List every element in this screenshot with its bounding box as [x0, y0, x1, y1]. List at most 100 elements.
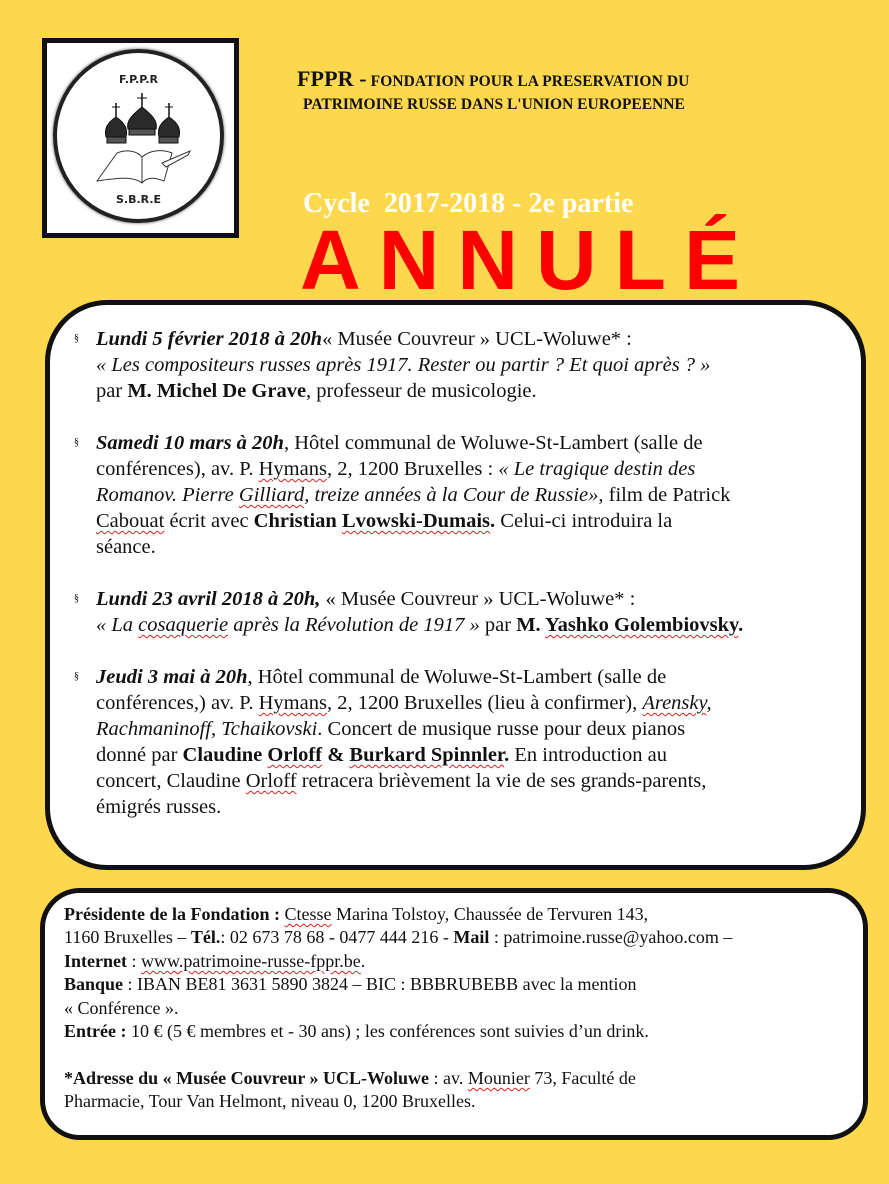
text-line: Jeudi 3 mai à 20h, Hôtel communal de Wol… [96, 664, 743, 690]
text-line [64, 1043, 732, 1066]
text-line: Samedi 10 mars à 20h, Hôtel communal de … [96, 430, 743, 456]
text-run: Entrée : [64, 1021, 127, 1042]
text-run: « Musée Couvreur » UCL-Woluwe* : [322, 328, 632, 350]
text-run: . [360, 950, 366, 971]
text-run: Marina Tolstoy, Chaussée de Tervuren 143… [331, 904, 649, 924]
text-run: Lundi 5 février 2018 à 20h [96, 328, 323, 350]
logo-emblem: F.P.P.R S.B.R.E [53, 49, 224, 223]
text-run: Tél. [190, 927, 221, 948]
text-run: Orloff [267, 744, 323, 766]
text-run: séance. [96, 536, 156, 558]
text-run: Pharmacie, Tour Van Helmont, niveau 0, 1… [64, 1091, 476, 1112]
text-line: « Conférence ». [64, 997, 732, 1020]
text-run: En introduction au [509, 744, 667, 766]
church-domes-book-icon [95, 93, 192, 184]
text-run: émigrés russes. [96, 796, 222, 818]
text-run: Hymans [258, 692, 327, 714]
text-run [64, 1044, 69, 1064]
text-run: www.patrimoine-russe-fppr.be [141, 950, 361, 971]
text-run: par [96, 380, 128, 402]
text-run: : av. [429, 1067, 468, 1088]
logo: F.P.P.R S.B.R.E [42, 38, 239, 238]
text-run: , treize années à la Cour de Russie» [304, 484, 599, 506]
header-line-2: PATRIMOINE RUSSE DANS L'UNION EUROPEENNE [303, 96, 685, 113]
text-run: M. [516, 614, 546, 636]
text-line: Internet : www.patrimoine-russe-fppr.be. [64, 950, 732, 973]
text-run: Christian [253, 510, 342, 532]
text-run: Claudine [182, 744, 268, 766]
text-line: donné par Claudine Orloff & Burkard Spin… [96, 742, 743, 768]
text-line: Lundi 5 février 2018 à 20h« Musée Couvre… [96, 326, 743, 352]
text-line: Banque : IBAN BE81 3631 5890 3824 – BIC … [64, 973, 732, 996]
text-run: Internet [64, 950, 127, 971]
event-item: § Samedi 10 mars à 20h, Hôtel communal de… [74, 430, 743, 560]
cancelled-stamp: ANNULÉ [300, 213, 758, 307]
text-run: , 2, 1200 Bruxelles (lieu à confirmer), [326, 692, 643, 714]
text-run: Celui-ci introduira la [495, 510, 673, 532]
text-line: Entrée : 10 € (5 € membres et - 30 ans) … [64, 1020, 732, 1043]
text-line: conférences,) av. P. Hymans, 2, 1200 Bru… [96, 690, 743, 716]
text-run: & [322, 744, 350, 766]
text-line: Pharmacie, Tour Van Helmont, niveau 0, 1… [64, 1090, 732, 1113]
bullet-icon: § [74, 671, 79, 682]
text-line: « Les compositeurs russes après 1917. Re… [96, 352, 743, 378]
text-run: Ctesse [284, 904, 332, 924]
text-run: : [126, 950, 141, 971]
text-run: donné par [96, 744, 183, 766]
text-run: Yashko Golembiovsky [545, 614, 739, 636]
header-acronym: FPPR - [297, 66, 367, 91]
text-run: , Hôtel communal de Woluwe-St-Lambert (s… [283, 432, 703, 454]
cycle-title: Cycle 2017-2018 - 2e partie [303, 188, 634, 219]
text-run: conférences), av. P. [96, 458, 259, 480]
text-run: Gilliard [238, 484, 305, 506]
text-run: , [706, 692, 712, 714]
text-line: Cabouat écrit avec Christian Lvowski-Dum… [96, 508, 743, 534]
text-run: cosaquerie [138, 614, 229, 636]
text-run: , 2, 1200 Bruxelles : [326, 458, 499, 480]
text-line: « La cosaquerie après la Révolution de 1… [96, 612, 743, 638]
text-run: Présidente de la Fondation : [64, 904, 285, 924]
text-run: concert, Claudine [96, 770, 246, 792]
text-run: Lvowski-Dumais [341, 510, 491, 532]
text-line: par M. Michel De Grave, professeur de mu… [96, 378, 743, 404]
text-run: conférences,) av. P. [96, 692, 259, 714]
header-line-1: FPPR - FONDATION POUR LA PRESERVATION DU [297, 66, 689, 92]
text-run: écrit avec [164, 510, 254, 532]
text-run: Lundi 23 avril 2018 à 20h, [96, 588, 321, 610]
text-run: : 02 673 78 68 - 0477 444 216 - [220, 927, 454, 948]
text-line: 1160 Bruxelles – Tél.: 02 673 78 68 - 04… [64, 926, 732, 949]
text-run: Burkard Spinnler [349, 744, 505, 766]
text-run: « Le tragique destin des [498, 458, 696, 480]
bullet-icon: § [74, 333, 79, 344]
info-panel [40, 888, 868, 1140]
text-run: . [490, 510, 496, 532]
events-panel [45, 300, 866, 870]
text-run: 1160 Bruxelles – [64, 927, 191, 948]
text-run: , film de Patrick [598, 484, 731, 506]
text-line: émigrés russes. [96, 794, 743, 820]
logo-bottom-text: S.B.R.E [115, 193, 162, 206]
text-run: Mail [453, 927, 490, 948]
text-run: Samedi 10 mars à 20h [96, 432, 284, 454]
event-item: § Jeudi 3 mai à 20h, Hôtel communal de Wo… [74, 664, 743, 820]
text-run: Hymans [258, 458, 327, 480]
contact-info: Présidente de la Fondation : Ctesse Mari… [64, 903, 732, 1114]
text-run: 10 € (5 € membres et - 30 ans) ; les con… [126, 1021, 649, 1042]
text-run: . [738, 614, 744, 636]
text-line: Romanov. Pierre Gilliard, treize années … [96, 482, 743, 508]
text-run: . Concert de musique russe pour deux pia… [317, 718, 686, 740]
text-run: « Conférence ». [64, 997, 179, 1018]
text-run: Rachmaninoff, Tchaikovski [96, 718, 318, 740]
logo-top-text: F.P.P.R [119, 73, 158, 86]
text-run: « La [96, 614, 139, 636]
text-run: Romanov. Pierre [96, 484, 239, 506]
text-run: Arensky [642, 692, 707, 714]
text-run: « Musée Couvreur » UCL-Woluwe* : [320, 588, 636, 610]
text-run: : patrimoine.russe@yahoo.com – [489, 927, 733, 948]
text-line: concert, Claudine Orloff retracera brièv… [96, 768, 743, 794]
text-line: Présidente de la Fondation : Ctesse Mari… [64, 903, 732, 926]
text-run: Jeudi 3 mai à 20h [96, 666, 248, 688]
text-run: . [504, 744, 510, 766]
text-run: « Les compositeurs russes après 1917. Re… [96, 354, 711, 376]
text-run: Mounier [467, 1067, 530, 1088]
